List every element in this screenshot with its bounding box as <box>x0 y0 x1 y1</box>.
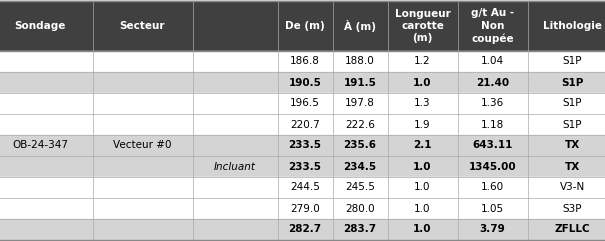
Text: 1.2: 1.2 <box>414 56 431 67</box>
Text: 197.8: 197.8 <box>345 99 375 108</box>
Text: 1.3: 1.3 <box>414 99 431 108</box>
Text: OB-24-347: OB-24-347 <box>12 141 68 150</box>
Bar <box>0 135 605 156</box>
Text: 244.5: 244.5 <box>290 182 320 193</box>
Text: 1.0: 1.0 <box>413 225 432 234</box>
Text: 3.79: 3.79 <box>480 225 505 234</box>
Text: De (m): De (m) <box>285 21 325 31</box>
Text: 233.5: 233.5 <box>289 141 321 150</box>
Text: Secteur: Secteur <box>120 21 165 31</box>
Text: 1.18: 1.18 <box>481 120 504 129</box>
Text: TX: TX <box>565 141 580 150</box>
Text: g/t Au -
Non
coupée: g/t Au - Non coupée <box>471 8 514 44</box>
Text: Incluant: Incluant <box>214 161 256 172</box>
Text: Vecteur #0: Vecteur #0 <box>113 141 172 150</box>
Text: 280.0: 280.0 <box>345 203 375 214</box>
Text: 235.6: 235.6 <box>344 141 376 150</box>
Text: S1P: S1P <box>563 120 582 129</box>
Text: Longueur
carotte
(m): Longueur carotte (m) <box>394 9 450 43</box>
Bar <box>0 1 605 51</box>
Text: 1.36: 1.36 <box>481 99 504 108</box>
Bar <box>0 177 605 198</box>
Text: 186.8: 186.8 <box>290 56 320 67</box>
Text: 21.40: 21.40 <box>476 78 509 87</box>
Text: S1P: S1P <box>561 78 584 87</box>
Text: 1.0: 1.0 <box>413 78 432 87</box>
Text: Sondage: Sondage <box>15 21 66 31</box>
Text: S3P: S3P <box>563 203 582 214</box>
Text: 1.9: 1.9 <box>414 120 431 129</box>
Text: 1.0: 1.0 <box>413 161 432 172</box>
Bar <box>0 93 605 114</box>
Text: 190.5: 190.5 <box>289 78 321 87</box>
Text: 1.04: 1.04 <box>481 56 504 67</box>
Text: 1345.00: 1345.00 <box>469 161 516 172</box>
Bar <box>0 198 605 219</box>
Text: 234.5: 234.5 <box>344 161 376 172</box>
Text: 196.5: 196.5 <box>290 99 320 108</box>
Text: ZFLLC: ZFLLC <box>555 225 590 234</box>
Text: 245.5: 245.5 <box>345 182 375 193</box>
Text: S1P: S1P <box>563 56 582 67</box>
Text: 220.7: 220.7 <box>290 120 320 129</box>
Bar <box>0 72 605 93</box>
Text: 282.7: 282.7 <box>289 225 322 234</box>
Bar <box>0 51 605 72</box>
Text: TX: TX <box>565 161 580 172</box>
Text: 1.0: 1.0 <box>414 182 431 193</box>
Text: 2.1: 2.1 <box>413 141 432 150</box>
Text: 283.7: 283.7 <box>344 225 376 234</box>
Bar <box>0 219 605 240</box>
Text: 1.60: 1.60 <box>481 182 504 193</box>
Text: 233.5: 233.5 <box>289 161 321 172</box>
Bar <box>0 114 605 135</box>
Bar <box>0 156 605 177</box>
Text: 279.0: 279.0 <box>290 203 320 214</box>
Text: 191.5: 191.5 <box>344 78 376 87</box>
Text: 1.0: 1.0 <box>414 203 431 214</box>
Text: S1P: S1P <box>563 99 582 108</box>
Text: 222.6: 222.6 <box>345 120 375 129</box>
Text: 1.05: 1.05 <box>481 203 504 214</box>
Text: V3-N: V3-N <box>560 182 585 193</box>
Text: Lithologie: Lithologie <box>543 21 602 31</box>
Text: 188.0: 188.0 <box>345 56 375 67</box>
Text: 643.11: 643.11 <box>473 141 512 150</box>
Text: À (m): À (m) <box>344 20 376 32</box>
